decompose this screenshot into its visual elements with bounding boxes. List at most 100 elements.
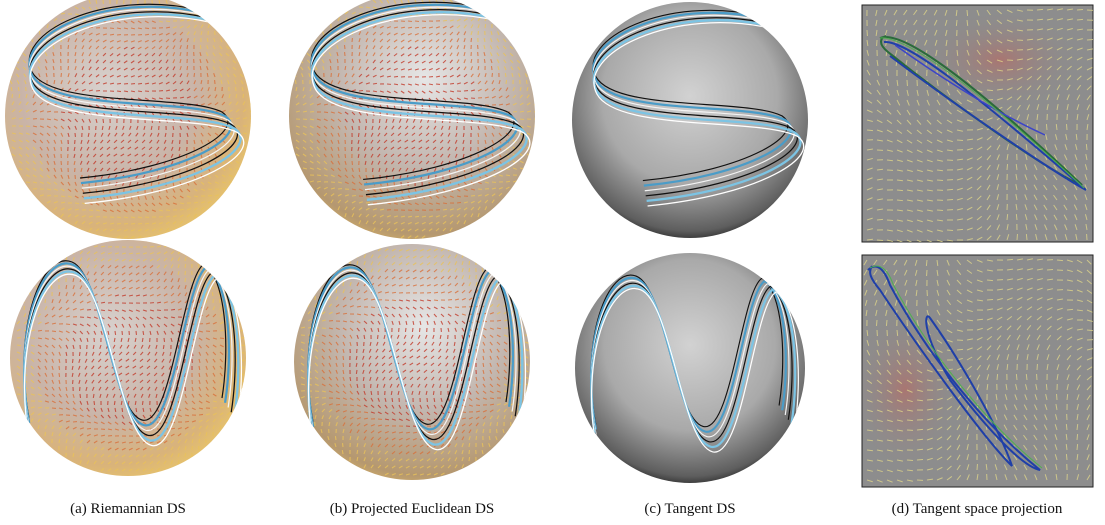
field-arrow [328, 327, 334, 330]
field-arrow [37, 59, 41, 64]
field-arrow [100, 293, 105, 297]
field-arrow [976, 9, 980, 16]
field-arrow [496, 408, 501, 413]
field-arrow [221, 167, 226, 172]
field-arrow [161, 379, 165, 384]
field-arrow [384, 254, 389, 259]
field-arrow [198, 365, 201, 371]
field-arrow [156, 440, 161, 444]
field-arrow [425, 160, 430, 165]
field-arrow [314, 355, 319, 360]
field-arrow [426, 411, 431, 416]
field-arrow [976, 226, 983, 231]
field-arrow [439, 139, 444, 144]
field-arrow [1085, 224, 1088, 231]
field-arrow [1046, 8, 1053, 11]
field-arrow [337, 17, 341, 22]
field-arrow [30, 418, 34, 423]
field-arrow [121, 309, 126, 312]
field-arrow [93, 323, 98, 328]
field-arrow [60, 181, 65, 186]
field-arrow [996, 214, 1000, 221]
field-arrow [524, 341, 529, 344]
field-arrow [78, 358, 81, 363]
field-arrow [454, 327, 457, 332]
field-arrow [461, 429, 466, 434]
field-arrow [433, 306, 438, 310]
field-arrow [370, 390, 373, 396]
field-arrow [1064, 224, 1068, 231]
field-arrow [1014, 394, 1018, 401]
field-arrow [74, 31, 79, 36]
field-arrow [11, 117, 16, 120]
field-arrow [936, 397, 943, 401]
field-arrow [57, 277, 60, 283]
field-arrow [146, 358, 151, 363]
field-arrow [1086, 289, 1093, 294]
field-arrow [866, 339, 870, 346]
field-arrow [383, 146, 388, 151]
field-arrow [39, 194, 44, 197]
field-arrow [198, 344, 202, 349]
field-arrow [426, 262, 431, 266]
field-arrow [344, 181, 349, 185]
field-arrow [489, 383, 494, 388]
field-arrow [342, 376, 345, 381]
field-arrow [330, 167, 335, 172]
field-arrow [212, 351, 217, 356]
field-arrow [135, 309, 140, 312]
field-arrow [498, 103, 504, 106]
field-arrow [44, 344, 49, 348]
field-arrow [966, 365, 972, 371]
field-arrow [512, 167, 517, 170]
field-arrow [503, 348, 508, 353]
field-arrow [130, 53, 135, 57]
field-arrow [184, 426, 189, 430]
field-arrow [491, 139, 495, 144]
field-arrow [414, 68, 419, 71]
field-arrow [470, 81, 475, 85]
field-arrow [179, 19, 185, 22]
field-arrow [240, 344, 246, 347]
field-arrow [184, 420, 190, 423]
field-arrow [433, 397, 436, 403]
field-arrow [1056, 27, 1063, 31]
field-arrow [370, 436, 374, 441]
field-arrow [330, 193, 335, 197]
field-arrow [1066, 336, 1073, 341]
field-arrow [986, 204, 991, 211]
field-arrow [503, 355, 507, 360]
field-arrow [377, 268, 381, 273]
field-arrow [933, 19, 938, 26]
field-arrow [463, 97, 469, 100]
field-arrow [946, 476, 953, 481]
field-arrow [342, 327, 347, 331]
field-arrow [936, 369, 944, 372]
field-arrow [421, 32, 426, 36]
field-arrow [107, 447, 112, 451]
field-arrow [986, 259, 993, 262]
field-arrow [39, 110, 44, 113]
field-arrow [358, 73, 363, 78]
field-arrow [498, 186, 503, 190]
field-arrow [18, 160, 23, 164]
field-arrow [307, 318, 312, 322]
field-arrow [176, 365, 179, 370]
field-arrow [342, 415, 347, 420]
field-arrow [956, 454, 961, 461]
field-arrow [1053, 174, 1058, 181]
field-arrow [496, 296, 499, 301]
field-arrow [1046, 364, 1049, 371]
field-arrow [349, 416, 354, 420]
field-arrow [358, 31, 362, 36]
field-arrow [44, 425, 48, 430]
field-arrow [112, 344, 116, 349]
field-arrow [200, 24, 204, 29]
field-arrow [985, 454, 988, 461]
field-arrow [74, 66, 77, 71]
field-arrow [99, 160, 104, 165]
field-arrow [219, 313, 223, 318]
field-arrow [470, 73, 474, 78]
field-arrow [198, 379, 201, 384]
field-arrow [212, 372, 216, 377]
